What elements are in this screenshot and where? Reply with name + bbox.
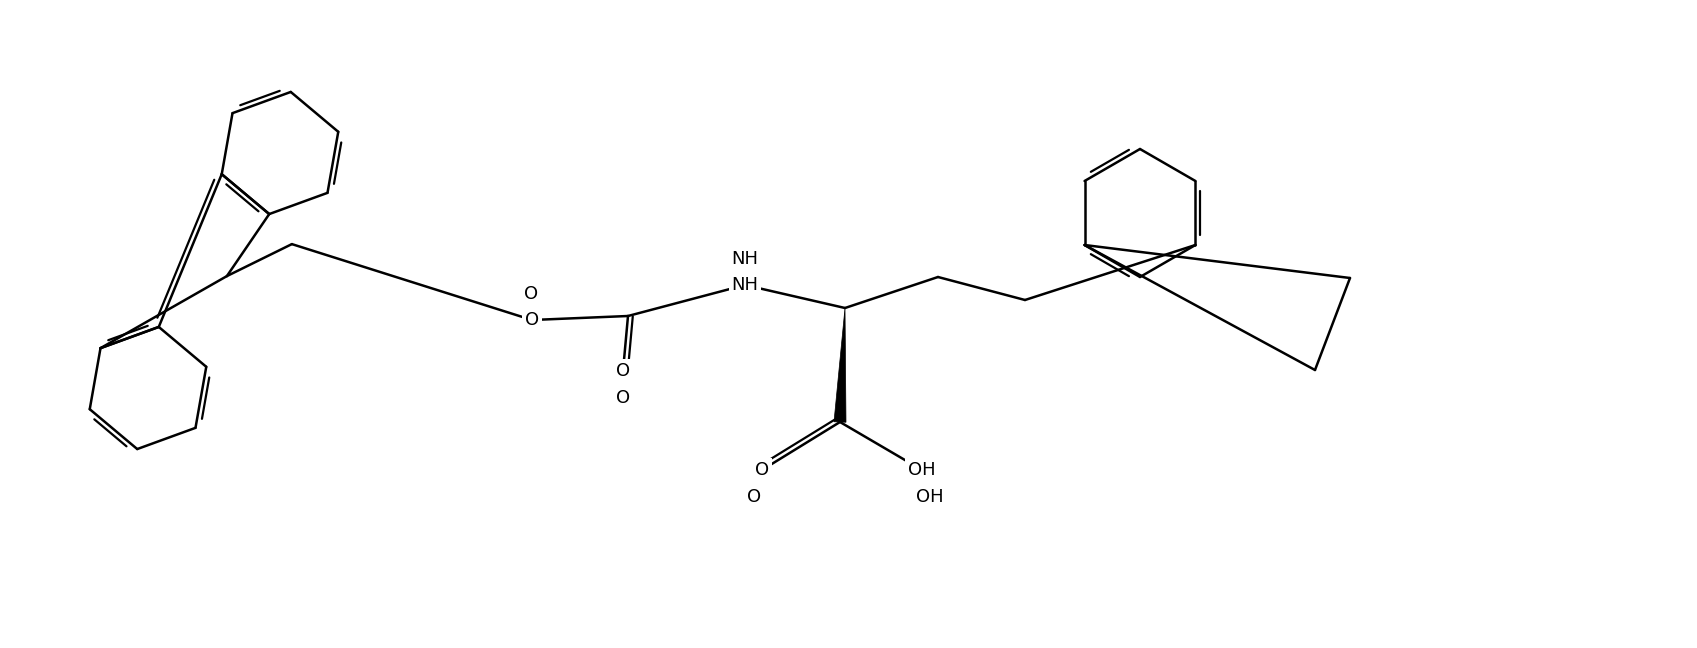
Text: O: O [616, 389, 630, 407]
Text: OH: OH [908, 461, 935, 479]
Text: NH: NH [731, 276, 759, 294]
Text: NH: NH [731, 250, 759, 268]
Text: OH: OH [916, 488, 944, 506]
Text: O: O [616, 362, 630, 380]
Polygon shape [833, 308, 847, 422]
Text: O: O [524, 285, 538, 303]
Text: O: O [524, 311, 540, 329]
Text: O: O [747, 488, 760, 506]
Text: O: O [755, 461, 769, 479]
